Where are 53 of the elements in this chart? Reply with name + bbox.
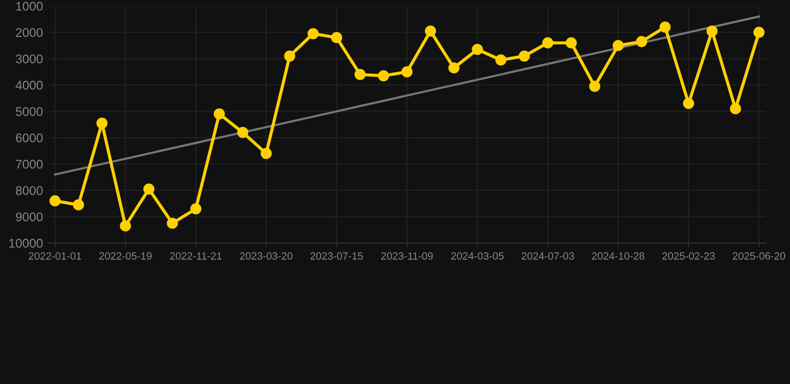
y-tick-label: 6000 — [16, 133, 43, 142]
point — [331, 32, 342, 44]
point — [612, 40, 624, 52]
point — [424, 25, 436, 37]
y-tick-label: 10000 — [9, 238, 43, 248]
point — [495, 54, 506, 66]
point — [49, 195, 61, 206]
point — [542, 37, 554, 48]
point — [589, 80, 600, 92]
point — [237, 126, 248, 138]
point — [354, 68, 366, 80]
x-tick-label: 2022-01-01 — [28, 252, 82, 260]
x-tick-label: 2023-11-09 — [381, 252, 433, 260]
point — [753, 26, 765, 38]
point — [401, 66, 413, 78]
y-tick-label: 7000 — [16, 160, 43, 169]
point — [730, 103, 742, 114]
point — [190, 203, 202, 214]
x-tick-label: 2025-02-23 — [662, 252, 715, 260]
y-tick-label: 9000 — [16, 212, 43, 222]
point — [143, 183, 154, 195]
x-tick-label: 2022-05-19 — [99, 252, 152, 260]
x-tick-label: 2023-03-20 — [240, 252, 292, 260]
point — [214, 108, 225, 120]
y-tick-label: 8000 — [16, 186, 43, 195]
point — [120, 220, 131, 232]
y-tick-label: 1000 — [16, 2, 43, 11]
point — [96, 118, 108, 129]
y-tick-label: 3000 — [16, 54, 43, 64]
point — [260, 148, 272, 160]
point — [566, 37, 577, 48]
point — [636, 36, 648, 48]
point — [308, 28, 319, 40]
point — [518, 50, 530, 62]
point — [378, 70, 390, 82]
x-tick-label: 2024-07-03 — [522, 252, 574, 260]
x-tick-label: 2023-07-15 — [310, 252, 363, 260]
y-tick-label: 4000 — [16, 80, 43, 90]
line-series — [54, 15, 760, 176]
point — [448, 62, 460, 74]
y-tick-label: 2000 — [16, 28, 43, 37]
point — [472, 44, 483, 56]
point — [166, 218, 178, 229]
y-tick-label: 5000 — [16, 107, 43, 116]
point — [284, 50, 296, 62]
point — [72, 199, 84, 210]
x-tick-label: 2022-11-21 — [170, 252, 222, 260]
x-tick-label: 2025-06-20 — [732, 252, 786, 260]
x-tick-label: 2024-03-05 — [451, 252, 504, 260]
point — [660, 22, 671, 33]
x-tick-label: 2024-10-28 — [592, 252, 644, 260]
point — [683, 98, 694, 109]
point — [706, 25, 718, 37]
